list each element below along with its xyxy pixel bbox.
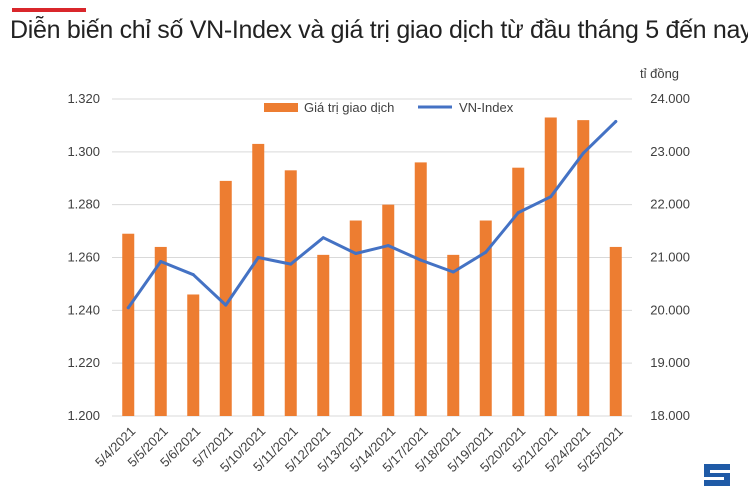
right-tick-label: 22.000	[650, 197, 690, 212]
line-point	[614, 119, 618, 123]
left-tick-label: 1.280	[67, 197, 100, 212]
bar	[349, 220, 362, 416]
line-point	[224, 303, 228, 307]
line-point	[386, 244, 390, 248]
bar	[512, 167, 525, 416]
chart-title: Diễn biến chỉ số VN-Index và giá trị gia…	[10, 16, 748, 44]
line-point	[191, 273, 195, 277]
brand-logo-icon	[700, 460, 736, 490]
line-point	[354, 252, 358, 256]
line-point	[484, 250, 488, 254]
bar	[544, 117, 557, 416]
line-point	[256, 256, 260, 259]
left-tick-label: 1.220	[67, 355, 100, 370]
left-tick-label: 1.240	[67, 302, 100, 317]
left-tick-label: 1.300	[67, 144, 100, 159]
legend-swatch-bar	[264, 103, 298, 112]
right-tick-label: 20.000	[650, 302, 690, 317]
bar-series	[122, 117, 622, 417]
legend-label-bar: Giá trị giao dịch	[304, 100, 394, 115]
right-axis-ticks: 18.000 19.000 20.000 21.000 22.000 23.000 24.0…	[650, 91, 690, 423]
bar	[414, 162, 427, 416]
left-axis-ticks: 1.200 1.220 1.240 1.260 1.280 1.300 1.320	[67, 91, 100, 423]
right-tick-label: 21.000	[650, 250, 690, 265]
line-point	[549, 195, 553, 199]
line-series	[126, 119, 618, 310]
line-point	[126, 306, 130, 310]
bar	[447, 254, 460, 416]
right-axis-unit-label: tỉ đồng	[640, 66, 679, 81]
bar	[609, 246, 622, 416]
line-point	[321, 236, 325, 240]
bar	[577, 120, 590, 416]
title-accent-bar	[12, 8, 86, 12]
right-tick-label: 18.000	[650, 408, 690, 423]
bar	[317, 254, 330, 416]
right-tick-label: 23.000	[650, 144, 690, 159]
left-tick-label: 1.320	[67, 91, 100, 106]
line-point	[159, 259, 163, 263]
bar	[219, 180, 232, 416]
line-point	[451, 270, 455, 274]
bar	[284, 170, 297, 416]
bar	[252, 143, 265, 417]
x-axis-labels: 5/4/20215/5/20215/6/20215/7/20215/10/202…	[92, 424, 626, 476]
line-point	[581, 151, 585, 155]
bar	[122, 233, 135, 416]
left-tick-label: 1.200	[67, 408, 100, 423]
left-tick-label: 1.260	[67, 250, 100, 265]
right-tick-label: 19.000	[650, 355, 690, 370]
legend-label-line: VN-Index	[459, 100, 514, 115]
line-point	[516, 211, 520, 215]
right-tick-label: 24.000	[650, 91, 690, 106]
bar	[154, 246, 167, 416]
bar	[479, 220, 492, 416]
line-point	[289, 262, 293, 266]
legend: Giá trị giao dịch VN-Index	[264, 100, 514, 115]
vn-index-line	[126, 120, 618, 310]
bar	[187, 294, 200, 416]
bar	[382, 204, 395, 416]
line-point	[419, 258, 423, 262]
